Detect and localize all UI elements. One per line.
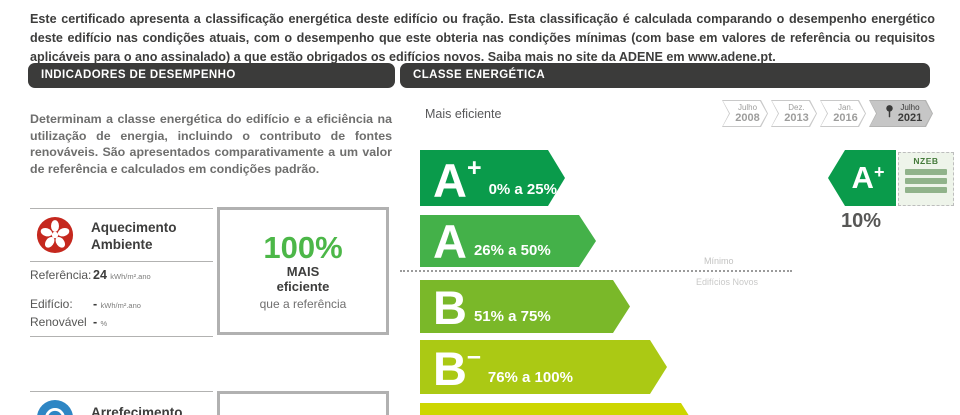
divider xyxy=(30,336,213,337)
divider xyxy=(30,261,213,262)
class-range: 76% a 100% xyxy=(487,369,573,386)
timeline-chip-2013: Dez. 2013 xyxy=(771,100,817,127)
chip-year: 2016 xyxy=(833,112,858,124)
efficiency-highlight-box-2 xyxy=(217,391,389,415)
class-range: 26% a 50% xyxy=(473,242,551,259)
highlight-strong-1: MAIS xyxy=(286,263,320,279)
class-range: 51% a 75% xyxy=(473,308,551,325)
highlight-caption: que a referência xyxy=(259,296,347,311)
stamp-text-line xyxy=(905,187,947,193)
performance-section-header: INDICADORES DE DESEMPENHO xyxy=(28,63,395,88)
highlight-percent: 100% xyxy=(263,229,343,265)
indicator-row-reference: Referência: 24 kWh/m².ano xyxy=(30,268,213,282)
row-value: - xyxy=(93,297,98,311)
chip-year: 2021 xyxy=(897,112,923,124)
nzeb-stamp-label: NZEB xyxy=(913,156,939,166)
class-letter: B xyxy=(433,281,467,334)
threshold-label-minimum: Mínimo xyxy=(704,256,734,266)
row-unit: kWh/m².ano xyxy=(100,301,141,310)
class-bar-c: C xyxy=(420,403,698,415)
divider xyxy=(30,208,213,209)
nzeb-stamp: NZEB xyxy=(898,152,954,206)
chip-month: Julho xyxy=(900,103,920,112)
timeline-chip-2016: Jan. 2016 xyxy=(820,100,866,127)
indicator-title-cooling: Arrefecimento xyxy=(91,405,183,415)
more-efficient-label: Mais eficiente xyxy=(425,107,502,121)
class-range: 0% a 25% xyxy=(488,181,557,198)
row-label: Edifício: xyxy=(30,297,73,311)
class-letter: B xyxy=(433,342,467,395)
row-label: Referência: xyxy=(30,268,92,282)
highlight-strong-2: eficiente xyxy=(276,278,330,294)
chip-month: Julho xyxy=(737,103,758,112)
new-buildings-threshold-line xyxy=(400,270,792,272)
stamp-text-line xyxy=(905,178,947,184)
result-percent: 10% xyxy=(840,210,882,232)
class-letter-sup: – xyxy=(466,342,481,370)
row-value: 24 xyxy=(93,268,107,282)
certificate-intro-text: Este certificado apresenta a classificaç… xyxy=(30,11,935,65)
timeline-chip-2008: Julho 2008 xyxy=(722,100,768,127)
row-unit: kWh/m².ano xyxy=(110,272,151,281)
class-letter: A xyxy=(433,215,467,268)
class-letter-sup: + xyxy=(466,154,482,182)
row-value: - xyxy=(93,315,98,329)
chip-year: 2013 xyxy=(784,112,809,124)
regulation-timeline: Julho 2008 Dez. 2013 Jan. 2016 xyxy=(722,100,933,127)
divider xyxy=(30,391,213,392)
row-unit: % xyxy=(100,319,108,328)
class-bar-b: B 51% a 75% xyxy=(420,280,630,333)
class-letter: A xyxy=(433,154,467,207)
cooling-icon xyxy=(36,399,74,415)
indicator-row-building: Edifício: - kWh/m².ano xyxy=(30,297,213,311)
indicator-row-renewable: Renovável - % xyxy=(30,315,213,329)
threshold-label-new-buildings: Edifícios Novos xyxy=(696,277,759,287)
class-bar-a-plus: A + 0% a 25% xyxy=(420,150,565,206)
chip-year: 2008 xyxy=(735,112,760,124)
result-letter-sup: + xyxy=(873,161,885,182)
class-bar-a: A 26% a 50% xyxy=(420,215,596,267)
energy-class-section-header: CLASSE ENERGÉTICA xyxy=(400,63,930,88)
class-bar-b-minus: B – 76% a 100% xyxy=(420,340,667,394)
result-letter: A xyxy=(851,160,874,195)
indicator-title-heating: Aquecimento Ambiente xyxy=(91,220,177,252)
class-letter: C xyxy=(433,413,467,415)
timeline-chip-2021-active: Julho 2021 xyxy=(869,100,933,127)
map-pin-icon xyxy=(885,104,894,124)
chip-month: Jan. xyxy=(837,103,854,112)
performance-description: Determinam a classe energética do edifíc… xyxy=(30,112,392,176)
energy-class-scale: A + 0% a 25% A 26% a 50% B 51% a 75% B – 7… xyxy=(420,150,698,415)
heating-fan-icon xyxy=(36,216,74,254)
result-class-badge: A + xyxy=(828,150,896,206)
stamp-text-line xyxy=(905,169,947,175)
chip-month: Dez. xyxy=(788,103,805,112)
efficiency-highlight-box: 100% MAIS eficiente que a referência xyxy=(217,207,389,335)
row-label: Renovável xyxy=(30,315,87,329)
